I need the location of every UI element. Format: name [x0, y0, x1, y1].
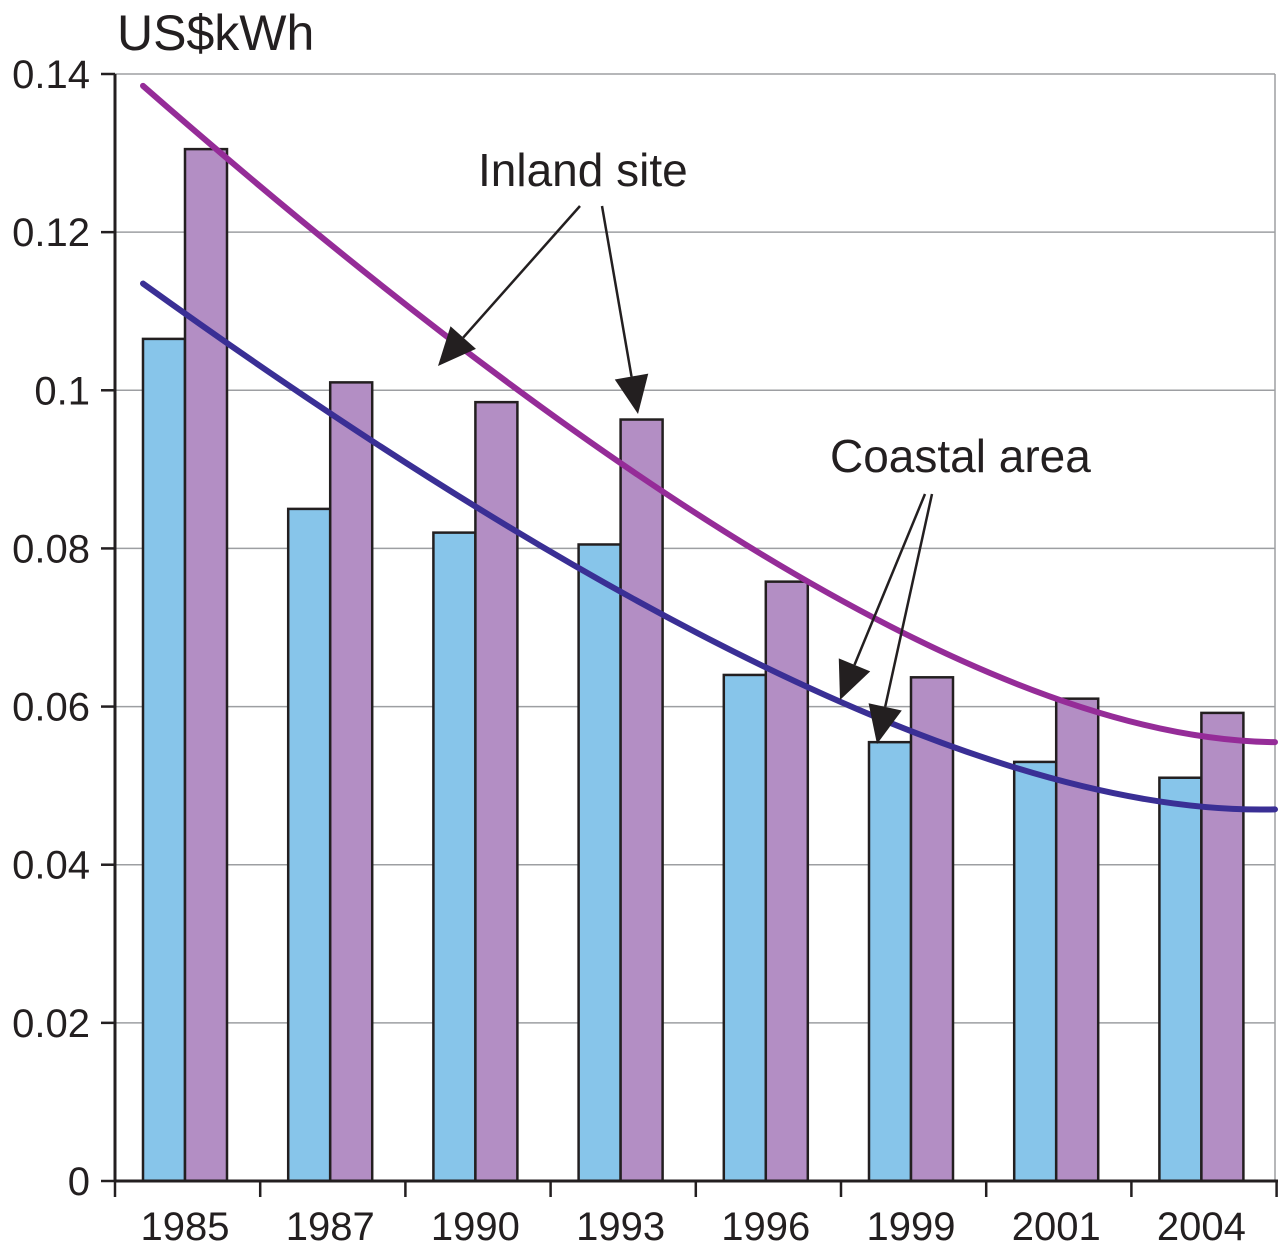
bar-inland-2001: [1054, 697, 1100, 1183]
coastal-arrow-right-head: [868, 703, 902, 744]
annotations: Inland site Coastal area: [438, 144, 1091, 744]
x-tick-label: 1985: [141, 1205, 230, 1249]
y-tick-label: 0.1: [34, 369, 90, 413]
labels: 0 0.02 0.04 0.06 0.08 0.1 0.12 0.14 1985 1987 1990…: [12, 5, 1246, 1249]
y-tick-label: 0.06: [12, 686, 90, 730]
coastal-arrow-right-shaft: [883, 493, 934, 708]
inland-arrow-left-head: [438, 326, 476, 366]
bar-coastal-1985: [141, 337, 187, 1183]
x-tick-label: 1987: [286, 1205, 375, 1249]
trend-line-coastal: [140, 280, 1278, 813]
y-tick-label: 0.08: [12, 527, 90, 571]
trend-lines: [140, 82, 1278, 813]
axes: [101, 72, 1278, 1197]
coastal-arrow-left-head: [838, 658, 871, 700]
coastal-arrow-left-shaft: [853, 493, 927, 666]
y-tick-label: 0: [68, 1160, 90, 1204]
annotation-coastal-area: Coastal area: [830, 430, 1091, 482]
y-axis-unit-label: US$kWh: [117, 5, 314, 61]
inland-arrow-right-shaft: [600, 205, 633, 377]
bar-inland-2004: [1200, 711, 1245, 1183]
bar-coastal-2001: [1012, 760, 1058, 1183]
trend-line-inland: [140, 82, 1278, 746]
bar-coastal-1987: [286, 507, 332, 1183]
bar-coastal-1993: [577, 543, 622, 1183]
bar-coastal-2004: [1158, 776, 1203, 1183]
inland-arrow-left-shaft: [462, 205, 581, 339]
x-tick-label: 1993: [576, 1205, 665, 1249]
y-tick-label: 0.14: [12, 53, 90, 97]
bar-inland-1999: [909, 676, 955, 1183]
x-tick-label: 1999: [867, 1205, 956, 1249]
x-tick-label: 1990: [431, 1205, 520, 1249]
inland-arrow-right-head: [614, 373, 649, 414]
y-tick-label: 0.02: [12, 1002, 90, 1046]
bar-coastal-1999: [867, 740, 913, 1183]
x-tick-label: 2004: [1157, 1205, 1246, 1249]
x-tick-label: 2001: [1012, 1205, 1101, 1249]
x-tick-label: 1996: [721, 1205, 810, 1249]
bar-inland-1987: [328, 381, 374, 1183]
annotation-inland-site: Inland site: [478, 144, 688, 196]
bar-coastal-1990: [432, 531, 477, 1183]
bar-inland-1985: [183, 147, 229, 1183]
bar-coastal-1996: [722, 673, 768, 1183]
bar-inland-1993: [619, 418, 664, 1183]
bar-inland-1990: [474, 400, 519, 1183]
y-tick-label: 0.12: [12, 211, 90, 255]
bars: [141, 147, 1245, 1183]
y-tick-label: 0.04: [12, 844, 90, 888]
